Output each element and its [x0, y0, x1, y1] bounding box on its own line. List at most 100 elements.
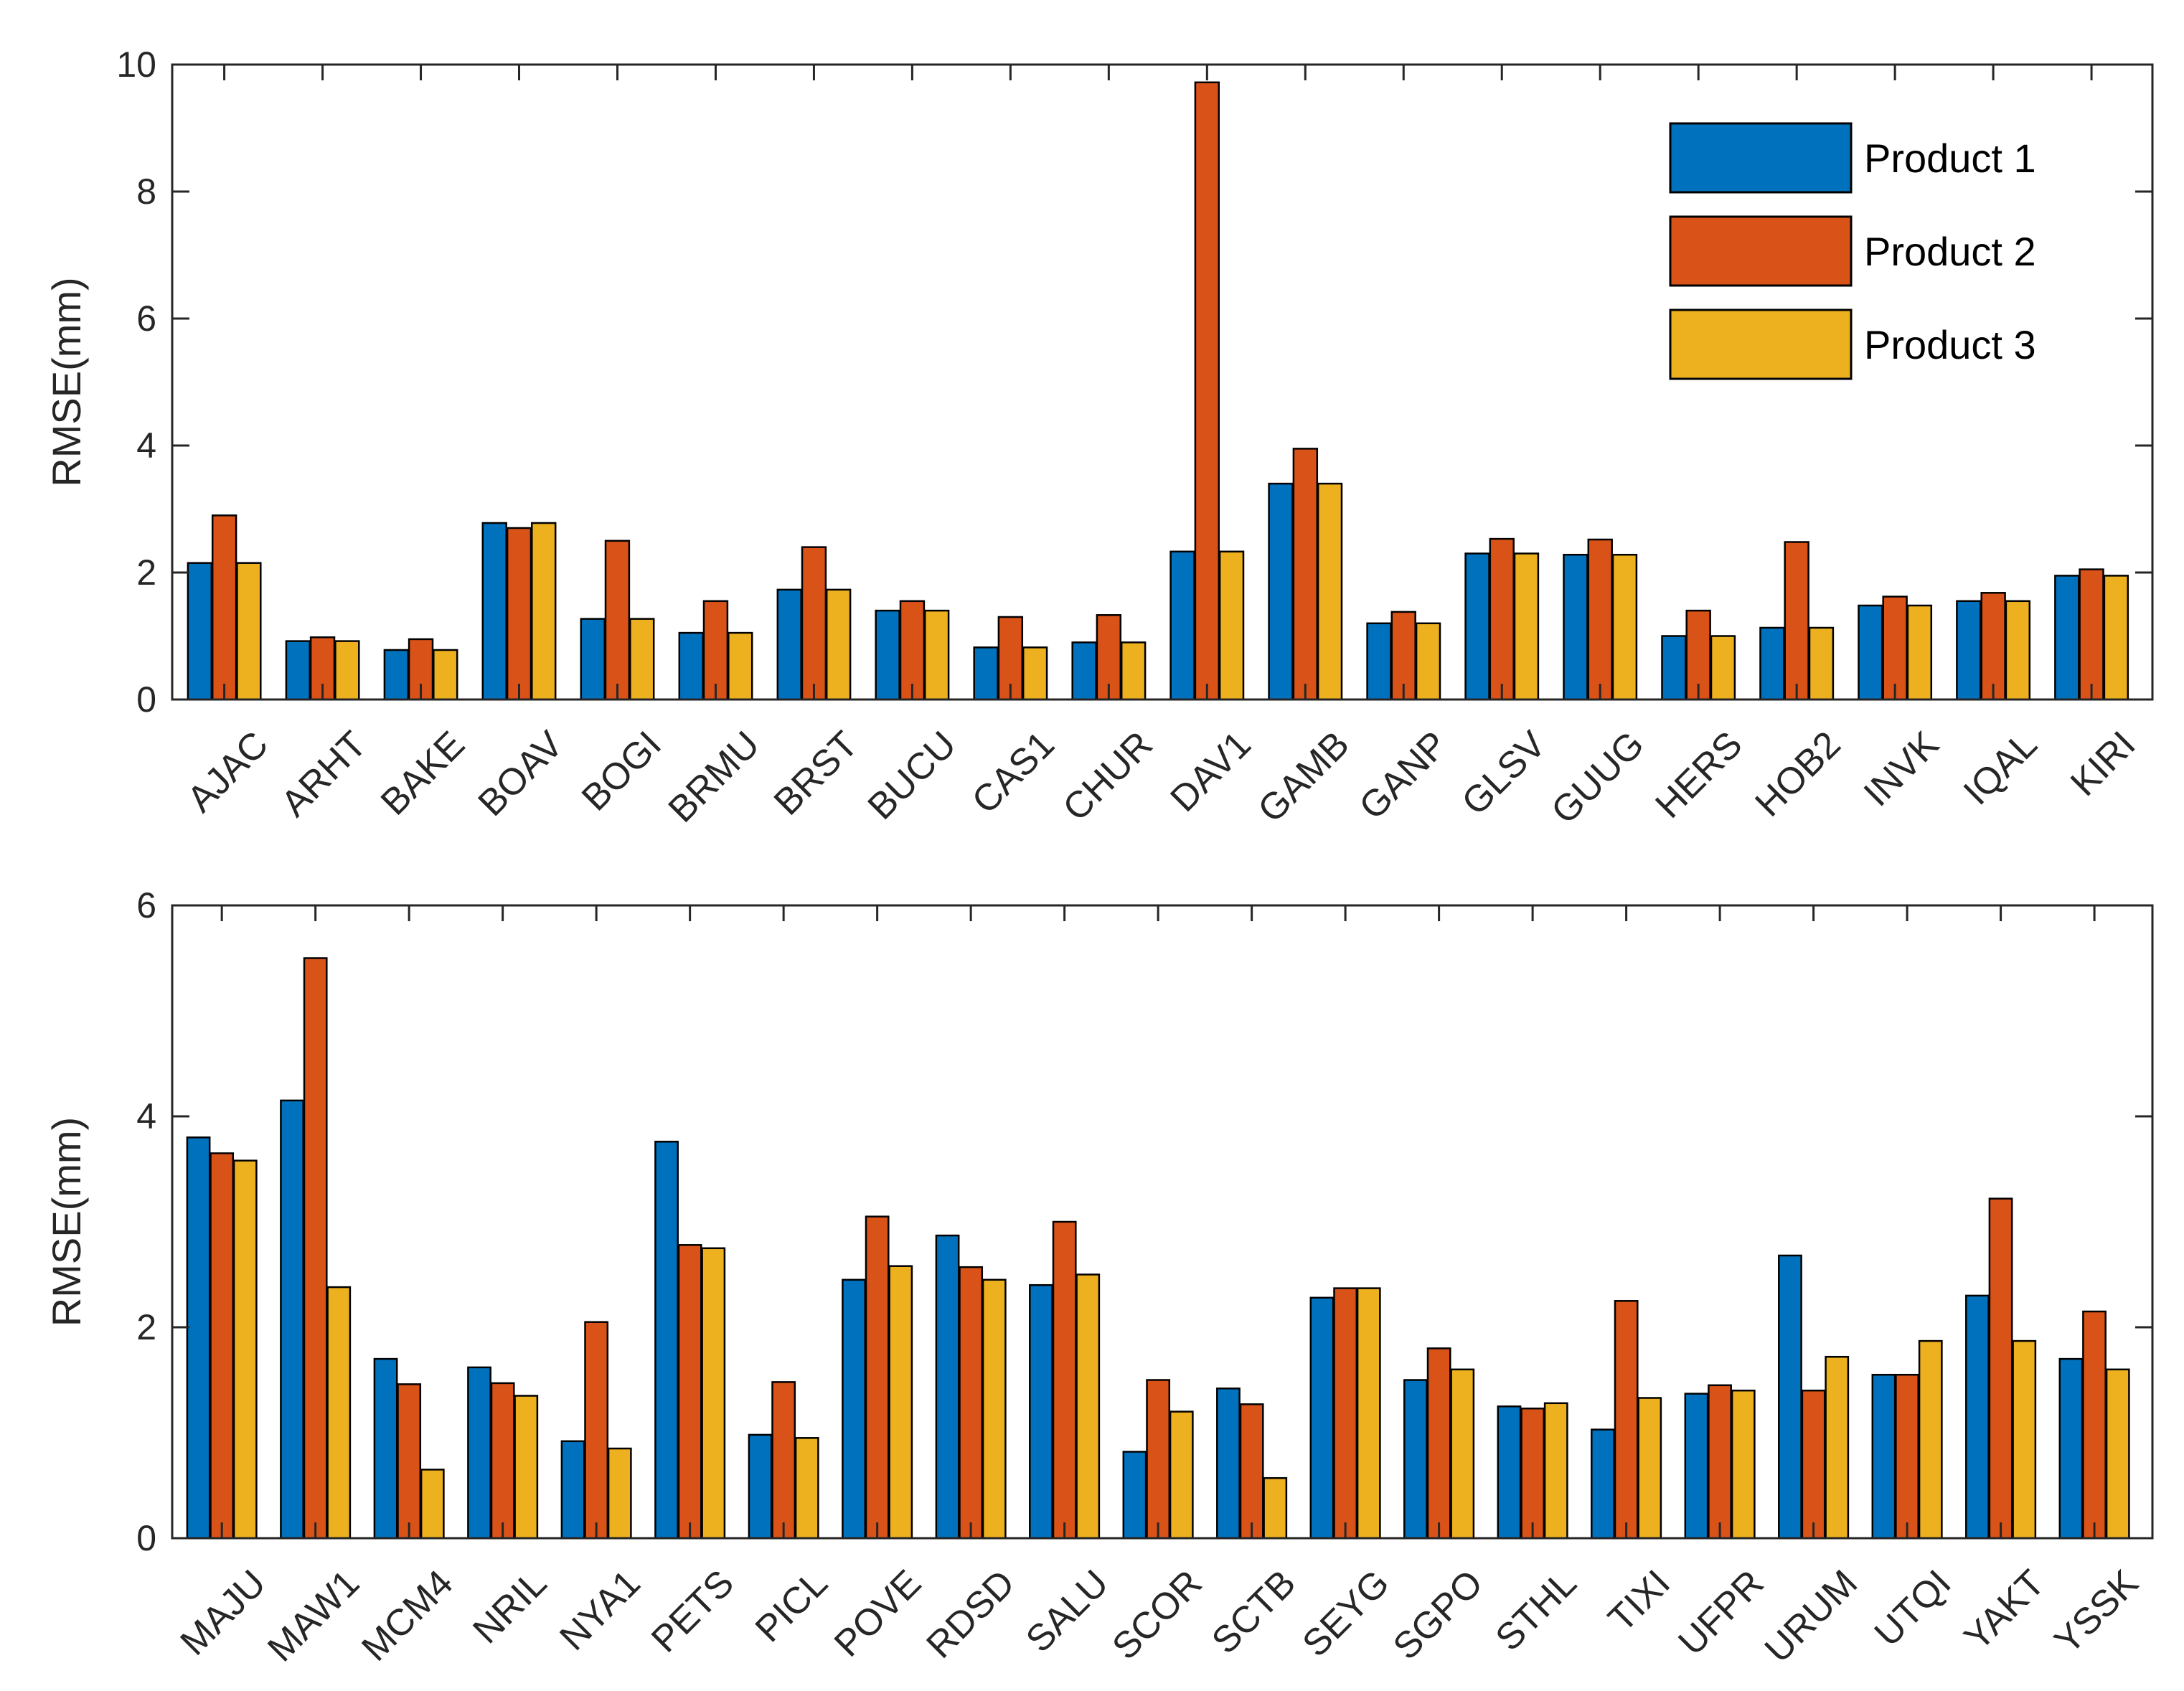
bottom-bar-sthl-product-1 [1497, 1405, 1522, 1540]
top-bar-brst-product-3 [825, 588, 852, 701]
top-category-label-bucu: BUCU [860, 723, 964, 827]
bottom-bar-nya1-product-3 [607, 1447, 632, 1540]
bottom-category-label-yssk: YSSK [2046, 1562, 2146, 1662]
top-ytick-label: 8 [136, 171, 156, 212]
bottom-bar-sctb-product-3 [1263, 1476, 1288, 1540]
legend-label-product-1: Product 1 [1864, 136, 2036, 181]
top-bar-ajac-product-3 [236, 562, 262, 701]
legend-swatch-product-2 [1669, 215, 1853, 287]
top-bar-brmu-product-2 [702, 600, 729, 701]
bottom-category-label-pove: POVE [827, 1562, 929, 1664]
bottom-bar-sthl-product-3 [1543, 1402, 1568, 1540]
bottom-bar-urum-product-3 [1825, 1355, 1850, 1540]
bottom-bar-yssk-product-3 [2105, 1368, 2130, 1540]
bottom-bar-urum-product-2 [1801, 1389, 1826, 1540]
bottom-bar-utqi-product-2 [1895, 1373, 1919, 1540]
top-bar-iqal-product-3 [2005, 600, 2031, 701]
bottom-category-label-mcm4: MCM4 [354, 1562, 461, 1669]
top-ytick-label: 0 [136, 679, 156, 720]
bottom-category-label-maju: MAJU [173, 1562, 274, 1663]
bottom-bar-nril-product-3 [514, 1395, 539, 1540]
top-category-label-brmu: BRMU [661, 723, 768, 830]
bottom-ytick-label: 4 [136, 1096, 156, 1136]
bottom-category-label-utqi: UTQI [1867, 1562, 1959, 1654]
top-bar-boav-product-1 [481, 522, 507, 701]
top-bar-bogi-product-1 [580, 618, 606, 701]
top-bar-hers-product-1 [1661, 635, 1687, 701]
bottom-category-label-pets: PETS [644, 1562, 742, 1660]
bottom-bar-scor-product-1 [1122, 1451, 1147, 1540]
bottom-bar-pets-product-1 [654, 1141, 679, 1540]
bottom-bar-tixi-product-3 [1637, 1397, 1662, 1540]
top-category-label-dav1: DAV1 [1162, 723, 1258, 819]
bottom-category-label-tixi: TIXI [1601, 1562, 1678, 1639]
top-bar-invk-product-2 [1882, 595, 1908, 701]
bottom-bar-picl-product-1 [748, 1433, 773, 1540]
top-category-label-hob2: HOB2 [1748, 723, 1849, 824]
top-category-label-guug: GUUG [1543, 723, 1652, 832]
bottom-bar-sgpo-product-1 [1403, 1379, 1428, 1540]
top-category-label-bogi: BOGI [574, 723, 669, 819]
bottom-bar-mcm4-product-1 [373, 1357, 398, 1540]
top-category-label-ganp: GANP [1352, 723, 1456, 827]
bottom-category-label-nya1: NYA1 [552, 1562, 648, 1658]
top-bar-guug-product-1 [1563, 553, 1588, 701]
bottom-bar-maju-product-3 [232, 1159, 258, 1540]
top-bar-hob2-product-1 [1759, 626, 1785, 701]
top-bar-iqal-product-1 [1956, 600, 1982, 701]
bottom-bar-yakt-product-1 [1965, 1294, 1990, 1540]
top-category-label-iqal: IQAL [1956, 723, 2046, 813]
bottom-category-label-nril: NRIL [465, 1562, 555, 1652]
bottom-category-label-sgpo: SGPO [1385, 1562, 1491, 1667]
top-category-label-brst: BRST [766, 723, 866, 823]
top-bar-cas1-product-3 [1022, 646, 1048, 701]
bottom-bar-maju-product-2 [210, 1152, 235, 1540]
bottom-bar-utqi-product-3 [1918, 1339, 1943, 1540]
bottom-bar-picl-product-2 [771, 1381, 796, 1540]
top-category-label-cas1: CAS1 [964, 723, 1063, 821]
top-bar-guug-product-3 [1611, 553, 1638, 701]
bottom-bar-pove-product-2 [865, 1215, 890, 1540]
top-bar-boav-product-3 [531, 522, 557, 701]
bottom-bar-salu-product-2 [1052, 1220, 1077, 1540]
bottom-bar-pets-product-3 [701, 1247, 726, 1540]
top-ytick-label: 4 [136, 425, 156, 466]
top-bar-kiri-product-3 [2103, 575, 2129, 701]
bottom-ytick-label: 2 [136, 1307, 156, 1347]
bottom-bar-ufpr-product-3 [1731, 1389, 1756, 1540]
bottom-category-label-salu: SALU [1018, 1562, 1116, 1660]
bottom-category-label-seyg: SEYG [1294, 1562, 1397, 1664]
bottom-bar-salu-product-1 [1029, 1283, 1053, 1540]
bottom-bar-maw1-product-1 [280, 1099, 304, 1540]
top-ytick-label: 2 [136, 552, 156, 593]
bottom-bar-nril-product-2 [490, 1382, 515, 1540]
bottom-ytick-label: 6 [136, 885, 156, 925]
bottom-bar-tixi-product-1 [1591, 1428, 1615, 1540]
bottom-category-label-yakt: YAKT [1957, 1562, 2053, 1658]
bottom-bar-sgpo-product-3 [1450, 1368, 1475, 1540]
top-bar-chur-product-1 [1071, 641, 1097, 701]
bottom-bar-sctb-product-2 [1239, 1403, 1264, 1540]
bottom-bar-pove-product-1 [842, 1278, 866, 1540]
top-category-label-ajac: AJAC [179, 723, 276, 820]
top-category-label-bake: BAKE [373, 723, 473, 823]
top-bar-bucu-product-3 [923, 609, 950, 701]
legend-swatch-product-3 [1669, 308, 1853, 380]
bottom-bar-ufpr-product-1 [1684, 1393, 1709, 1540]
bottom-bar-rdsd-product-2 [959, 1266, 984, 1540]
top-bar-arht-product-3 [334, 640, 360, 701]
bottom-bar-sthl-product-2 [1520, 1407, 1545, 1540]
top-bar-brmu-product-3 [728, 631, 753, 701]
top-bar-bogi-product-2 [604, 540, 631, 701]
bottom-bar-pove-product-3 [888, 1265, 913, 1540]
top-bar-bake-product-1 [383, 649, 410, 701]
top-bar-ganp-product-3 [1415, 622, 1441, 701]
top-bar-dav1-product-1 [1169, 550, 1195, 701]
bottom-bar-mcm4-product-2 [397, 1383, 422, 1540]
top-bar-hob2-product-3 [1808, 626, 1835, 701]
top-bar-glsv-product-3 [1513, 552, 1540, 701]
top-bar-bucu-product-1 [875, 609, 900, 701]
top-category-label-boav: BOAV [471, 723, 572, 824]
bottom-bar-nya1-product-1 [560, 1440, 585, 1540]
bottom-category-label-urum: URUM [1757, 1562, 1865, 1670]
